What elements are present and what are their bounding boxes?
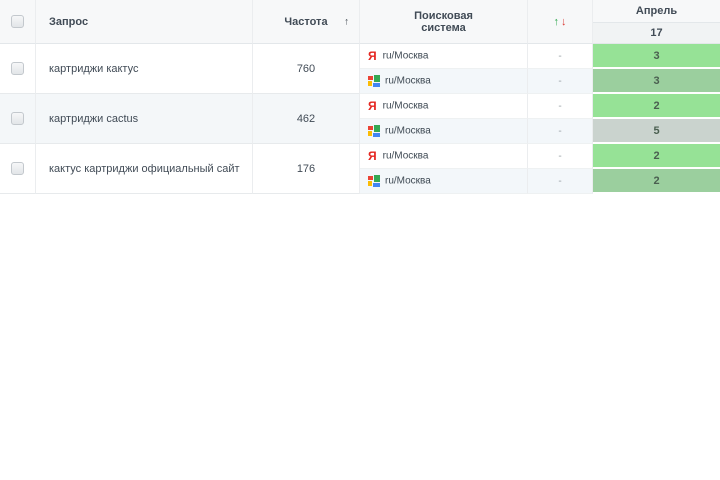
- google-icon: [368, 125, 380, 138]
- engine-cell: ru/Москва: [360, 169, 528, 194]
- engine-label: ru/Москва: [385, 125, 431, 137]
- change-cell: -: [528, 44, 593, 69]
- google-icon: [368, 175, 380, 188]
- yandex-icon: Я: [368, 149, 377, 163]
- engine-sub-row: ru/Москва -2: [0, 169, 720, 194]
- month-header: Апрель: [593, 0, 720, 23]
- position-cell: 3: [593, 69, 720, 94]
- row-select-cell: [0, 44, 36, 94]
- engine-label: ru/Москва: [385, 175, 431, 187]
- engine-label: ru/Москва: [382, 150, 429, 162]
- query-cell[interactable]: картриджи кактус: [36, 44, 253, 94]
- engine-label: ru/Москва: [382, 100, 429, 112]
- change-cell: -: [528, 169, 593, 194]
- change-cell: -: [528, 144, 593, 169]
- row-select-cell: [0, 94, 36, 144]
- search-engine-header-label: Поисковая система: [414, 9, 473, 34]
- query-cell[interactable]: картриджи cactus: [36, 94, 253, 144]
- day-header: 17: [593, 22, 720, 44]
- change-column-header[interactable]: ↑ ↓: [528, 0, 593, 44]
- select-all-header: [0, 0, 36, 44]
- change-cell: -: [528, 94, 593, 119]
- row-select-cell: [0, 144, 36, 194]
- query-cell[interactable]: кактус картриджи официальный сайт: [36, 144, 253, 194]
- frequency-header-label: Частота: [284, 15, 328, 28]
- engine-label: ru/Москва: [385, 75, 431, 87]
- table-header: Запрос Частота ↑ Поисковая система ↑ ↓ Ап…: [0, 0, 720, 44]
- position-cell: 2: [593, 144, 720, 169]
- yandex-icon: Я: [368, 99, 377, 113]
- engine-sub-row: ru/Москва -3: [0, 69, 720, 94]
- frequency-cell: 760: [253, 44, 360, 94]
- frequency-column-header[interactable]: Частота ↑: [253, 0, 360, 44]
- engine-label: ru/Москва: [382, 50, 429, 62]
- search-engine-column-header: Поисковая система: [360, 0, 528, 44]
- position-cell: 5: [593, 119, 720, 144]
- sort-ascending-icon: ↑: [344, 16, 349, 27]
- change-cell: -: [528, 69, 593, 94]
- change-cell: -: [528, 119, 593, 144]
- frequency-cell: 462: [253, 94, 360, 144]
- engine-cell: ru/Москва: [360, 69, 528, 94]
- query-column-header[interactable]: Запрос: [36, 0, 253, 44]
- position-cell: 3: [593, 44, 720, 69]
- engine-cell: ru/Москва: [360, 119, 528, 144]
- row-checkbox[interactable]: [11, 112, 24, 125]
- google-icon: [368, 75, 380, 88]
- position-cell: 2: [593, 169, 720, 194]
- position-cell: 2: [593, 94, 720, 119]
- yandex-icon: Я: [368, 49, 377, 63]
- up-arrow-icon: ↑: [553, 15, 560, 28]
- positions-table: Запрос Частота ↑ Поисковая система ↑ ↓ Ап…: [0, 0, 720, 194]
- select-all-checkbox[interactable]: [11, 15, 24, 28]
- frequency-cell: 176: [253, 144, 360, 194]
- engine-sub-row: ru/Москва -5: [0, 119, 720, 144]
- down-arrow-icon: ↓: [561, 15, 567, 28]
- row-checkbox[interactable]: [11, 162, 24, 175]
- row-checkbox[interactable]: [11, 62, 24, 75]
